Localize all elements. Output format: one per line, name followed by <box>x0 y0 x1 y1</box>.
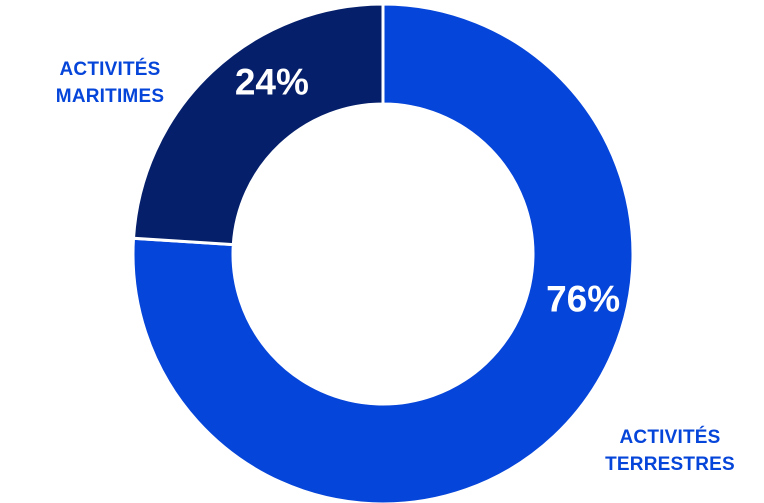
donut-slice-0 <box>131 2 635 503</box>
pct-label-terrestres: 76% <box>546 279 620 320</box>
pct-label-maritimes: 24% <box>235 62 309 103</box>
slice-label-terrestres: ACTIVITÉS TERRESTRES <box>605 427 735 475</box>
slice-label-maritimes: ACTIVITÉS MARITIMES <box>55 59 165 107</box>
donut-slice-1 <box>131 2 385 247</box>
donut-slices <box>131 2 635 503</box>
